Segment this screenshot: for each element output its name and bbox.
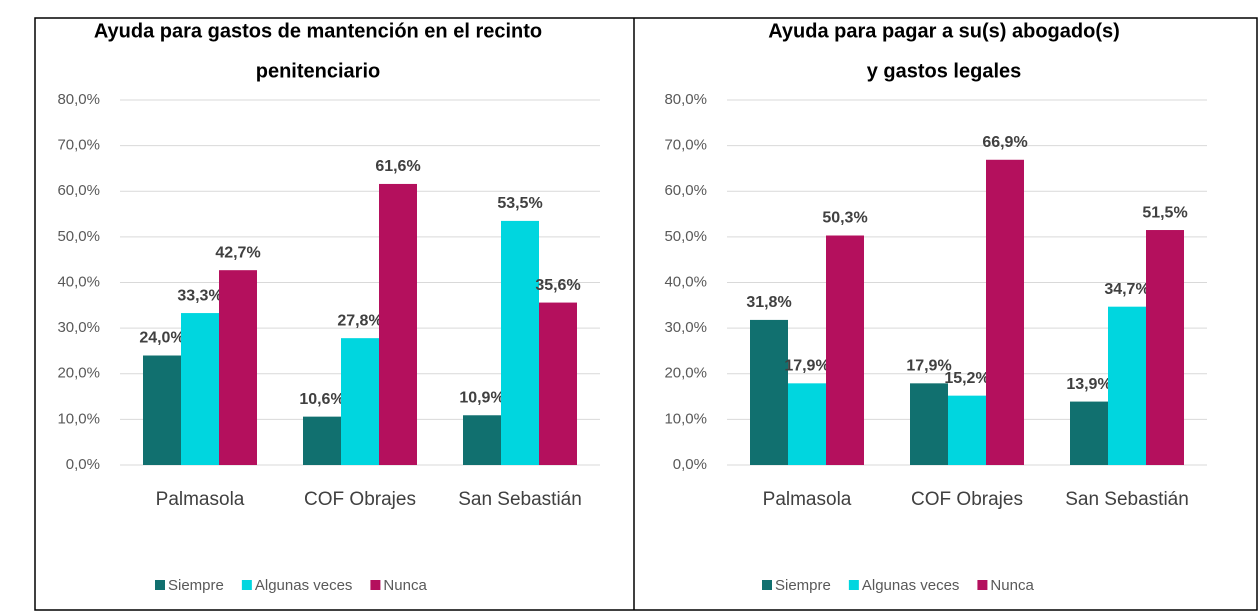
data-label: 42,7% bbox=[215, 244, 260, 261]
data-label: 17,9% bbox=[906, 358, 951, 375]
chart-title: penitenciario bbox=[256, 60, 380, 82]
y-tick-label: 20,0% bbox=[57, 365, 100, 382]
bar bbox=[1108, 306, 1146, 465]
legend-label: Siempre bbox=[168, 577, 224, 594]
bar bbox=[143, 355, 181, 465]
data-label: 10,9% bbox=[459, 389, 504, 406]
data-label: 10,6% bbox=[299, 391, 344, 408]
data-label: 13,9% bbox=[1066, 376, 1111, 393]
y-tick-label: 0,0% bbox=[66, 456, 100, 473]
y-tick-label: 60,0% bbox=[57, 182, 100, 199]
data-label: 51,5% bbox=[1142, 204, 1187, 221]
bar bbox=[910, 383, 948, 465]
x-tick-label: San Sebastián bbox=[1065, 489, 1189, 510]
x-tick-label: COF Obrajes bbox=[304, 489, 416, 510]
bar bbox=[1070, 401, 1108, 465]
data-label: 27,8% bbox=[337, 312, 382, 329]
data-label: 34,7% bbox=[1104, 281, 1149, 298]
data-label: 61,6% bbox=[375, 158, 420, 175]
data-label: 15,2% bbox=[944, 370, 989, 387]
chart-title: Ayuda para pagar a su(s) abogado(s) bbox=[768, 20, 1120, 42]
y-tick-label: 20,0% bbox=[664, 365, 707, 382]
chart-title: y gastos legales bbox=[867, 60, 1022, 82]
bar bbox=[303, 416, 341, 465]
legend-swatch bbox=[977, 580, 988, 590]
y-tick-label: 50,0% bbox=[57, 228, 100, 245]
bar bbox=[788, 383, 826, 465]
y-tick-label: 80,0% bbox=[664, 91, 707, 108]
legend-label: Algunas veces bbox=[862, 577, 960, 594]
bar bbox=[826, 235, 864, 465]
data-label: 50,3% bbox=[822, 210, 867, 227]
bar bbox=[219, 270, 257, 465]
y-tick-label: 30,0% bbox=[57, 319, 100, 336]
data-label: 31,8% bbox=[746, 294, 791, 311]
y-tick-label: 10,0% bbox=[57, 410, 100, 427]
y-tick-label: 70,0% bbox=[664, 137, 707, 154]
data-label: 24,0% bbox=[139, 330, 184, 347]
data-label: 35,6% bbox=[535, 277, 580, 294]
data-label: 66,9% bbox=[982, 134, 1027, 151]
x-tick-label: Palmasola bbox=[156, 489, 245, 510]
chart-title: Ayuda para gastos de mantención en el re… bbox=[94, 20, 542, 42]
y-tick-label: 60,0% bbox=[664, 182, 707, 199]
legend-swatch bbox=[762, 580, 772, 590]
bar bbox=[463, 415, 501, 465]
legend-swatch bbox=[241, 580, 252, 590]
y-tick-label: 0,0% bbox=[673, 456, 707, 473]
bar bbox=[181, 313, 219, 465]
bar bbox=[501, 220, 539, 465]
x-tick-label: COF Obrajes bbox=[911, 489, 1023, 510]
y-tick-label: 80,0% bbox=[57, 91, 100, 108]
legend-swatch bbox=[155, 580, 165, 590]
bar bbox=[1146, 230, 1184, 465]
legend-swatch bbox=[370, 580, 381, 590]
bar bbox=[379, 183, 417, 465]
y-tick-label: 50,0% bbox=[664, 228, 707, 245]
x-tick-label: Palmasola bbox=[763, 489, 852, 510]
data-label: 17,9% bbox=[784, 358, 829, 375]
bar bbox=[948, 395, 986, 465]
y-tick-label: 40,0% bbox=[57, 273, 100, 290]
bar bbox=[986, 159, 1024, 466]
legend-label: Nunca bbox=[383, 577, 427, 594]
y-tick-label: 30,0% bbox=[664, 319, 707, 336]
y-tick-label: 40,0% bbox=[664, 273, 707, 290]
bar bbox=[750, 319, 788, 465]
bar bbox=[341, 338, 379, 465]
legend-label: Siempre bbox=[775, 577, 831, 594]
frame bbox=[34, 17, 1258, 611]
legend-label: Algunas veces bbox=[255, 577, 353, 594]
legend-label: Nunca bbox=[990, 577, 1034, 594]
bar bbox=[539, 302, 577, 465]
x-tick-label: San Sebastián bbox=[458, 489, 582, 510]
data-label: 53,5% bbox=[497, 195, 542, 212]
legend-swatch bbox=[848, 580, 859, 590]
y-tick-label: 10,0% bbox=[664, 410, 707, 427]
data-label: 33,3% bbox=[177, 287, 222, 304]
y-tick-label: 70,0% bbox=[57, 137, 100, 154]
